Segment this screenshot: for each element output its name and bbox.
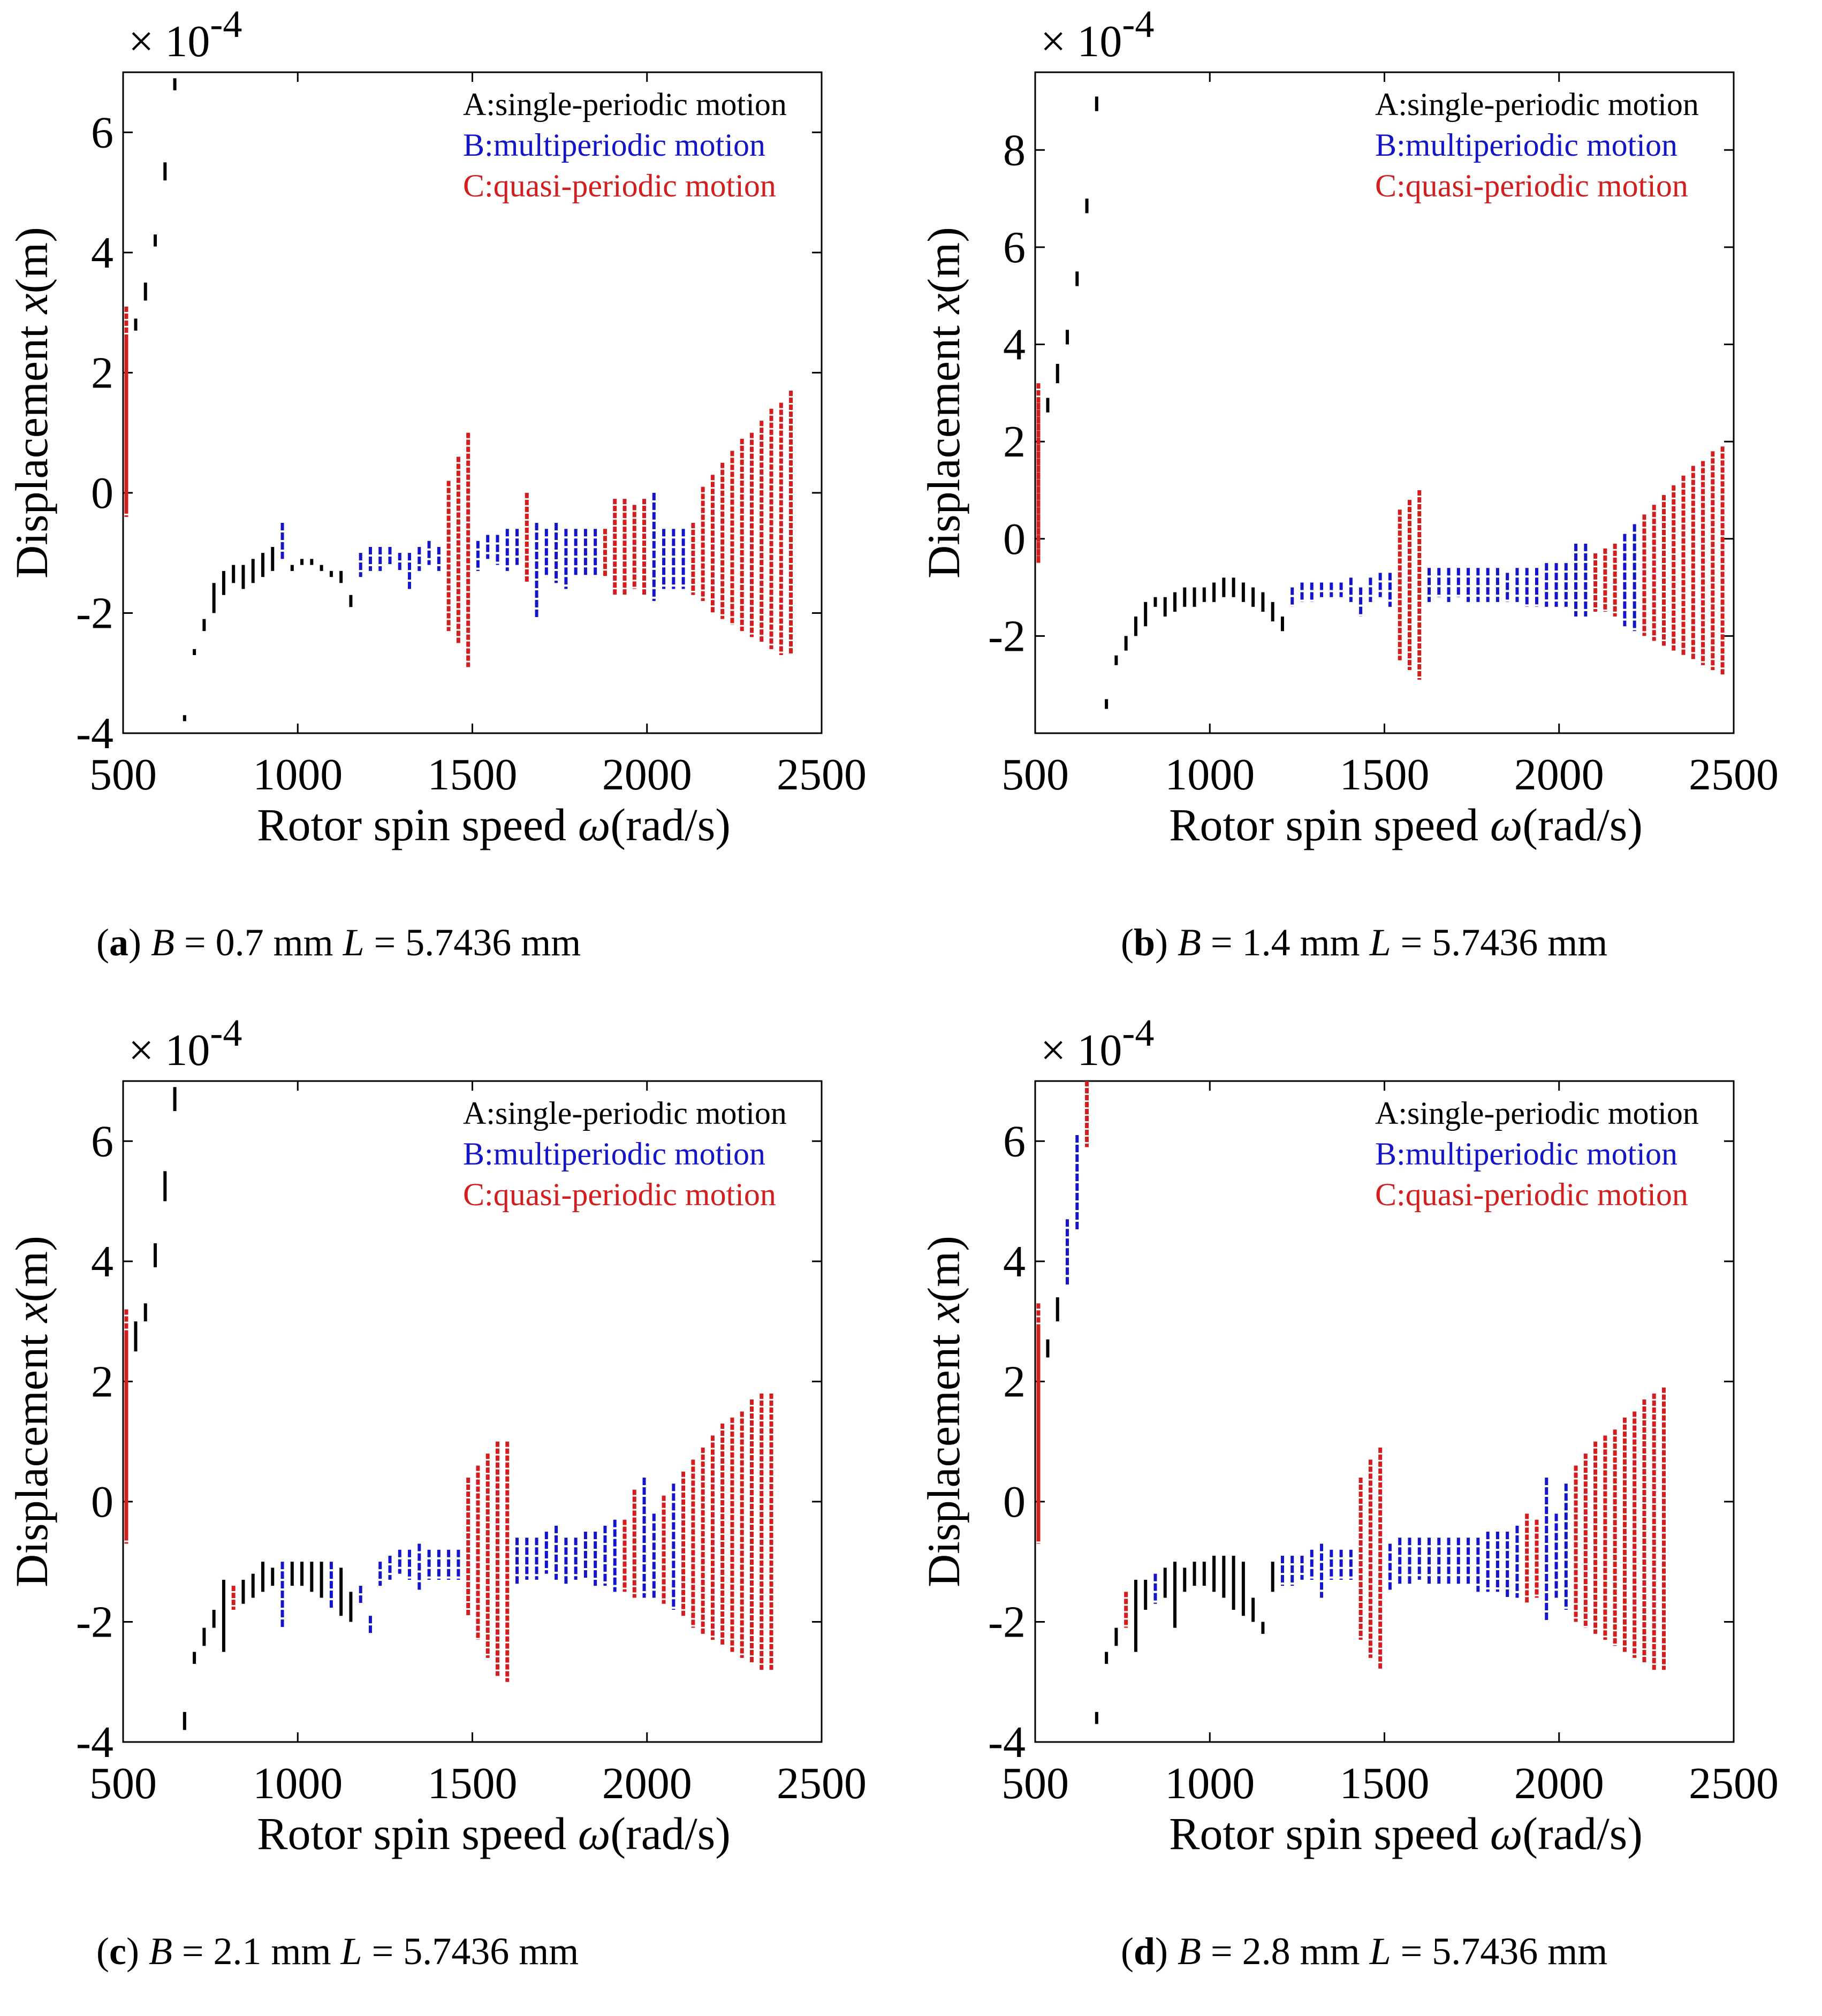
- x-tick-label: 2500: [1689, 750, 1779, 800]
- y-tick-label: -2: [76, 1597, 113, 1647]
- y-tick-label: -4: [988, 1717, 1026, 1767]
- x-axis-label: Rotor spin speed ω(rad/s): [1169, 1808, 1643, 1859]
- bifurcation-plot-d: 500 1000 1500 2000 2500 -4 -2 0 2 4 6 × 10-4 Displac…: [918, 1011, 1779, 1859]
- x-tick-label: 1500: [1340, 1759, 1430, 1808]
- y-tick-label: 6: [1003, 1116, 1026, 1166]
- y-axis-label: Displacement x(m): [918, 227, 969, 579]
- x-tick-label: 1500: [1340, 750, 1430, 800]
- y-tick-label: 4: [91, 1237, 113, 1287]
- x-tick-label: 1000: [253, 750, 343, 800]
- legend-entry: C:quasi-periodic motion: [1375, 1177, 1688, 1212]
- legend-entry: A:single-periodic motion: [463, 1096, 787, 1131]
- y-tick-label: -2: [988, 1597, 1026, 1647]
- y-tick-label: 4: [1003, 320, 1026, 370]
- y-exponent-label: × 10-4: [128, 1011, 242, 1075]
- y-tick-label: 4: [91, 228, 113, 278]
- y-tick-label: -2: [76, 588, 113, 638]
- caption-a: (a) B = 0.7 mm L = 5.7436 mm: [96, 921, 581, 964]
- legend-entry: C:quasi-periodic motion: [463, 1177, 776, 1212]
- y-tick-label: -4: [76, 1717, 113, 1767]
- x-tick-label: 500: [1001, 750, 1069, 800]
- legend-entry: B:multiperiodic motion: [463, 127, 765, 163]
- y-tick-label: 0: [91, 1477, 113, 1527]
- y-tick-label: 4: [1003, 1237, 1026, 1287]
- x-tick-label: 500: [89, 750, 157, 800]
- y-tick-label: 6: [1003, 223, 1026, 272]
- y-exponent-label: × 10-4: [128, 3, 242, 66]
- y-tick-label: 0: [1003, 1477, 1026, 1527]
- legend-entry: A:single-periodic motion: [463, 87, 787, 122]
- y-tick-label: 6: [91, 1116, 113, 1166]
- x-tick-label: 2000: [1514, 1759, 1604, 1808]
- bifurcation-plot-a: 500 1000 1500 2000 2500 -4 -2 0 2 4 6 × 10-4 Displac…: [6, 3, 867, 850]
- legend-entry: A:single-periodic motion: [1375, 87, 1699, 122]
- bifurcation-plot-b: 500 1000 1500 2000 2500 -2 0 2 4 6 8 × 10-4 Displace…: [918, 3, 1779, 850]
- x-tick-label: 2500: [777, 1759, 867, 1808]
- panel-b: 500 1000 1500 2000 2500 -2 0 2 4 6 8 × 10-4 Displace…: [912, 0, 1822, 1006]
- y-tick-label: 2: [1003, 417, 1026, 467]
- y-tick-label: 0: [91, 468, 113, 518]
- y-tick-label: 2: [91, 348, 113, 398]
- x-tick-label: 1000: [253, 1759, 343, 1808]
- y-tick-label: 6: [91, 108, 113, 157]
- x-axis-label: Rotor spin speed ω(rad/s): [1169, 799, 1643, 850]
- y-tick-label: -2: [988, 611, 1026, 661]
- x-tick-label: 500: [89, 1759, 157, 1808]
- x-tick-label: 2500: [1689, 1759, 1779, 1808]
- caption-d: (d) B = 2.8 mm L = 5.7436 mm: [1121, 1930, 1608, 1973]
- y-axis-label: Displacement x(m): [6, 227, 57, 579]
- panel-d: 500 1000 1500 2000 2500 -4 -2 0 2 4 6 × 10-4 Displac…: [912, 1009, 1822, 2015]
- caption-b: (b) B = 1.4 mm L = 5.7436 mm: [1121, 921, 1608, 964]
- y-tick-label: 2: [1003, 1357, 1026, 1406]
- x-tick-label: 1000: [1165, 1759, 1255, 1808]
- x-tick-label: 2000: [602, 750, 692, 800]
- y-tick-label: 2: [91, 1357, 113, 1406]
- x-tick-label: 500: [1001, 1759, 1069, 1808]
- x-tick-label: 1500: [428, 1759, 518, 1808]
- legend-entry: B:multiperiodic motion: [463, 1136, 765, 1171]
- bifurcation-plot-c: 500 1000 1500 2000 2500 -4 -2 0 2 4 6 × 10-4 Displac…: [6, 1011, 867, 1859]
- legend-entry: C:quasi-periodic motion: [463, 168, 776, 203]
- legend-entry: B:multiperiodic motion: [1375, 1136, 1677, 1171]
- x-tick-label: 2000: [1514, 750, 1604, 800]
- panel-c: 500 1000 1500 2000 2500 -4 -2 0 2 4 6 × 10-4 Displac…: [0, 1009, 910, 2015]
- y-tick-label: 8: [1003, 125, 1026, 175]
- legend-entry: A:single-periodic motion: [1375, 1096, 1699, 1131]
- x-tick-label: 1000: [1165, 750, 1255, 800]
- x-axis-label: Rotor spin speed ω(rad/s): [257, 1808, 731, 1859]
- x-tick-label: 2000: [602, 1759, 692, 1808]
- legend-entry: C:quasi-periodic motion: [1375, 168, 1688, 203]
- y-axis-label: Displacement x(m): [918, 1236, 969, 1587]
- y-exponent-label: × 10-4: [1041, 1011, 1154, 1075]
- y-tick-label: -4: [76, 709, 113, 758]
- caption-c: (c) B = 2.1 mm L = 5.7436 mm: [96, 1930, 579, 1973]
- y-axis-label: Displacement x(m): [6, 1236, 57, 1587]
- y-exponent-label: × 10-4: [1041, 3, 1154, 66]
- panel-a: 500 1000 1500 2000 2500 -4 -2 0 2 4 6 × 10-4 Displac…: [0, 0, 910, 1006]
- x-tick-label: 2500: [777, 750, 867, 800]
- x-axis-label: Rotor spin speed ω(rad/s): [257, 799, 731, 850]
- x-tick-label: 1500: [428, 750, 518, 800]
- legend-entry: B:multiperiodic motion: [1375, 127, 1677, 163]
- y-tick-label: 0: [1003, 514, 1026, 564]
